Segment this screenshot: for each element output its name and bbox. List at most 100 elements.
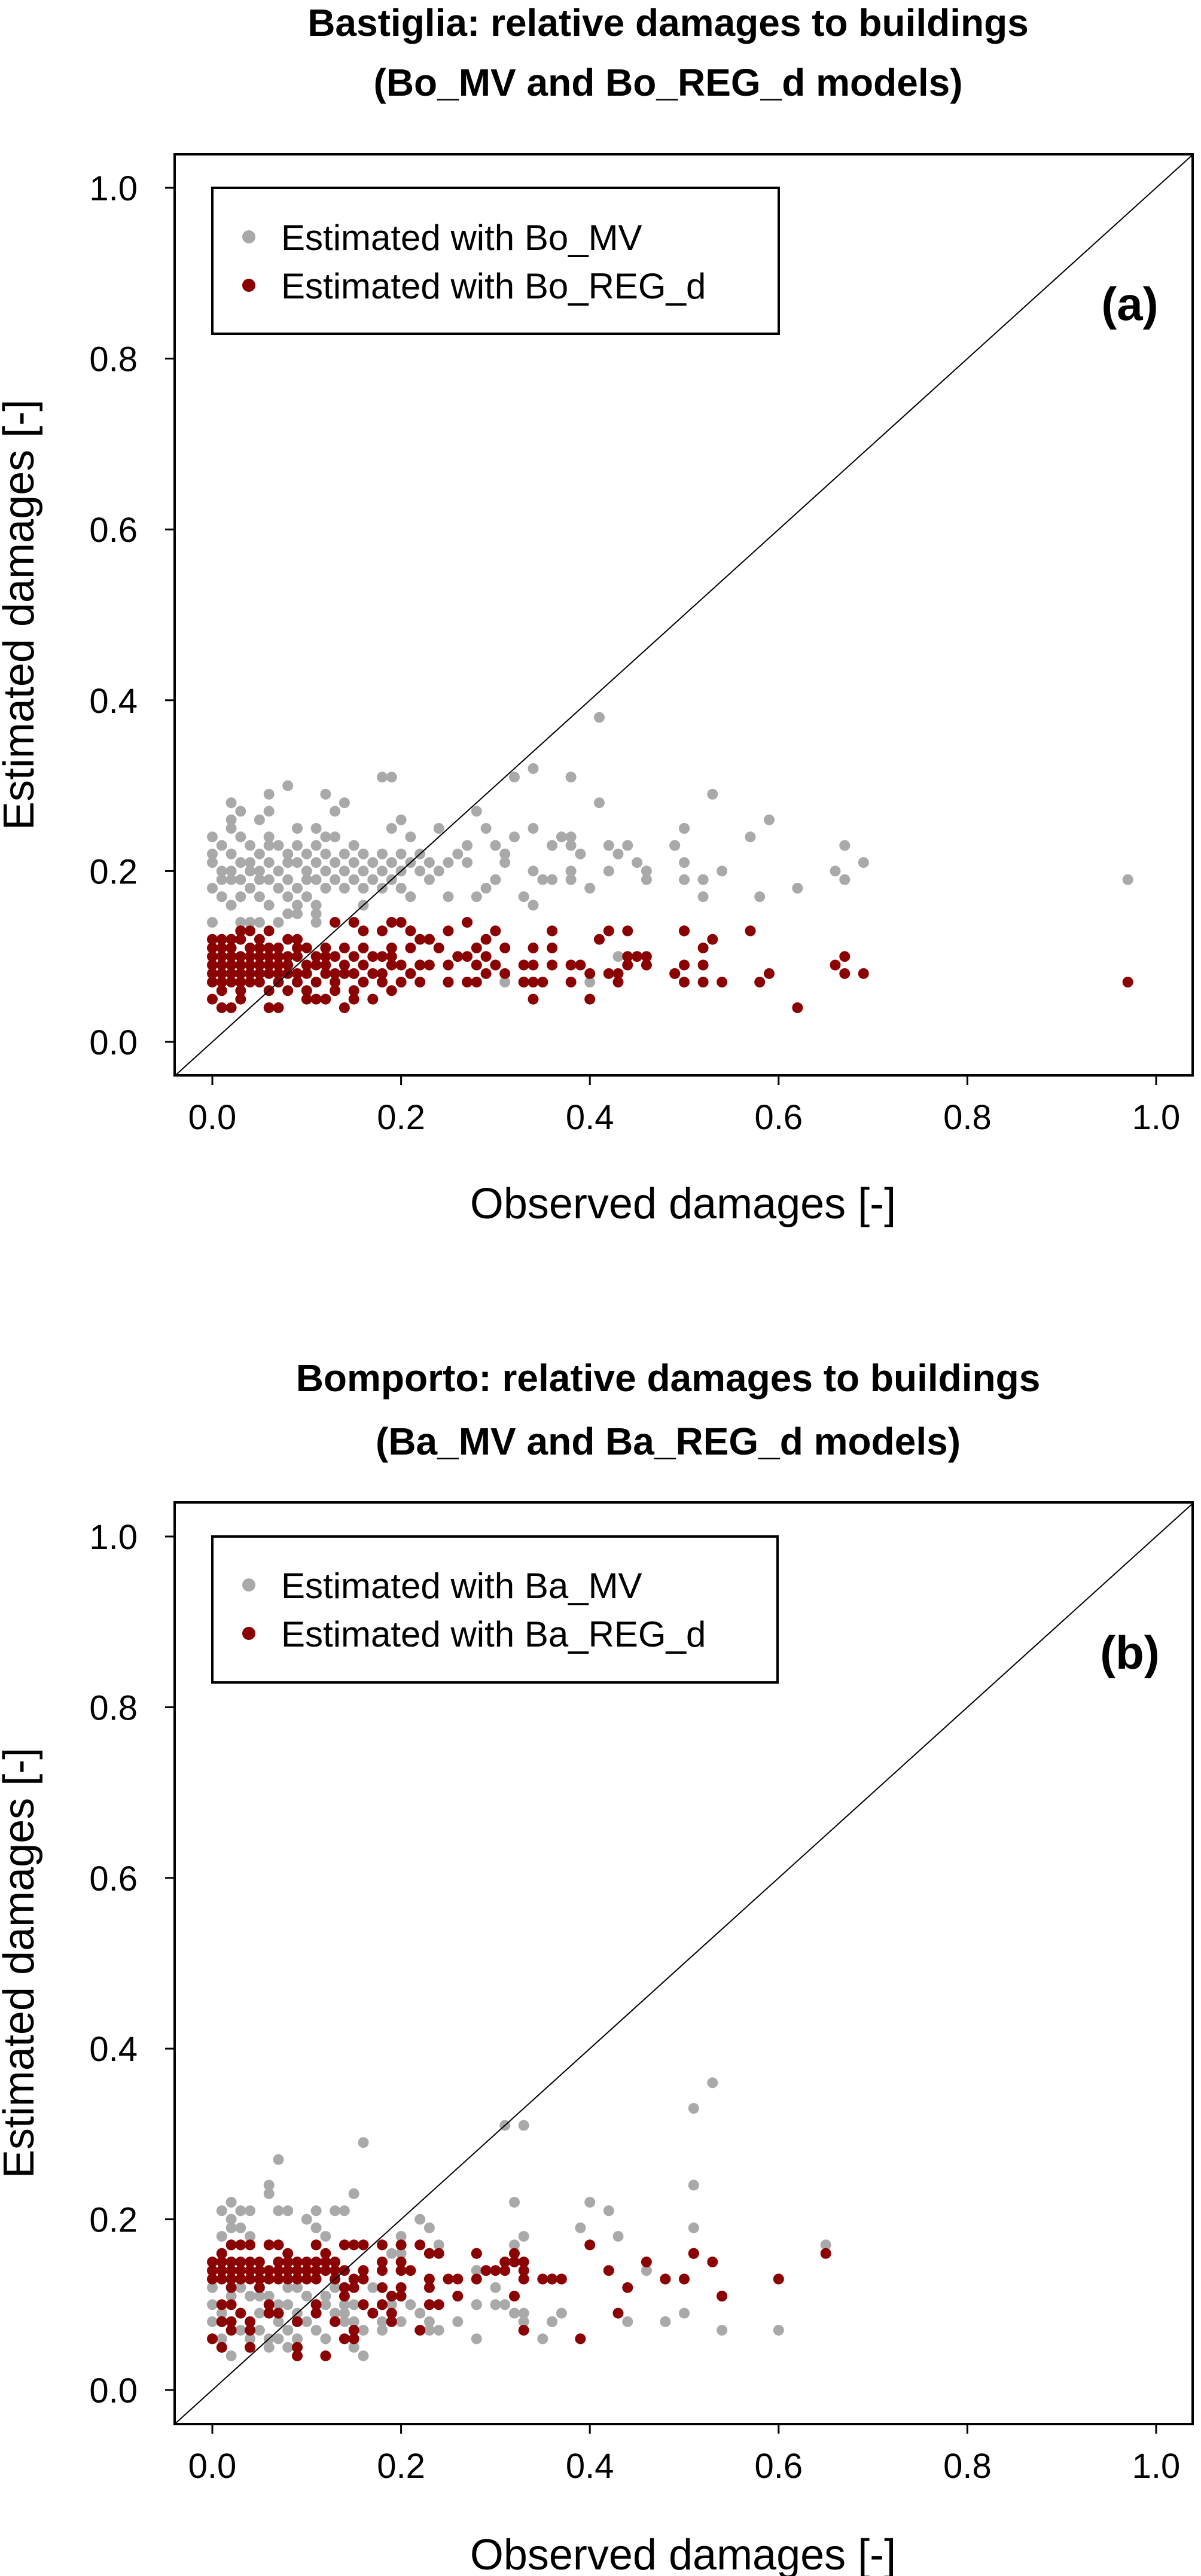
data-point-mv	[358, 2137, 369, 2148]
data-point-mv	[471, 806, 482, 817]
data-point-reg	[301, 942, 312, 953]
data-point-reg	[245, 2325, 256, 2336]
data-point-mv	[207, 2316, 218, 2327]
data-point-reg	[310, 959, 322, 971]
data-point-mv	[282, 891, 294, 903]
data-point-reg	[575, 2333, 586, 2345]
data-point-reg	[717, 977, 728, 987]
data-point-mv	[254, 874, 265, 885]
data-point-mv	[225, 848, 237, 859]
data-point-mv	[594, 797, 605, 809]
data-point-mv	[263, 2291, 275, 2301]
data-point-reg	[377, 2265, 388, 2276]
data-point-reg	[423, 959, 435, 971]
data-point-reg	[820, 2248, 831, 2259]
y-tick-label: 0.6	[89, 1859, 138, 1898]
data-point-mv	[263, 2342, 275, 2353]
y-axis: 0.0 0.2 0.4 0.6 0.8 1.0	[89, 169, 175, 1062]
data-point-reg	[764, 968, 775, 979]
x-tick-label: 0.8	[943, 1098, 992, 1137]
data-point-mv	[452, 848, 464, 859]
data-point-reg	[282, 2265, 294, 2276]
data-point-reg	[282, 985, 294, 996]
data-point-reg	[443, 977, 454, 987]
data-point-reg	[292, 951, 303, 962]
data-point-reg	[330, 917, 341, 928]
data-point-mv	[339, 848, 350, 859]
legend: Estimated with Ba_MV Estimated with Ba_R…	[211, 1535, 779, 1684]
data-point-reg	[225, 1002, 237, 1013]
data-point-reg	[423, 934, 435, 945]
data-point-reg	[358, 942, 369, 953]
data-point-reg	[254, 934, 265, 945]
data-point-reg	[330, 2316, 341, 2327]
data-point-reg	[565, 977, 577, 987]
data-point-mv	[348, 2188, 359, 2199]
data-point-reg	[310, 951, 322, 962]
data-point-mv	[839, 840, 851, 851]
x-axis: 0.0 0.2 0.4 0.6 0.8 1.0	[188, 2424, 1180, 2486]
data-point-reg	[292, 2350, 303, 2361]
data-point-mv	[565, 840, 577, 851]
data-point-mv	[225, 2197, 237, 2208]
data-point-mv	[499, 857, 511, 868]
data-point-mv	[443, 857, 454, 868]
data-point-mv	[386, 823, 397, 834]
data-point-reg	[292, 977, 303, 987]
chart-title-line-2: (Ba_MV and Ba_REG_d models)	[376, 1420, 961, 1463]
data-point-mv	[320, 2291, 331, 2301]
data-point-reg	[348, 2239, 359, 2251]
data-point-reg	[358, 2299, 369, 2310]
data-point-reg	[273, 2307, 284, 2319]
data-point-reg	[292, 2342, 303, 2353]
data-point-mv	[565, 831, 577, 843]
data-point-mv	[547, 840, 558, 851]
data-point-reg	[301, 2256, 312, 2267]
data-point-mv	[339, 883, 350, 894]
data-point-mv	[320, 2231, 331, 2242]
data-point-mv	[348, 857, 359, 868]
data-point-mv	[518, 2120, 529, 2131]
legend-marker-red	[242, 1627, 255, 1640]
data-point-reg	[292, 934, 303, 945]
data-point-reg	[273, 1002, 284, 1013]
data-point-mv	[584, 2197, 596, 2208]
data-point-reg	[414, 959, 426, 971]
y-tick-label: 0.4	[89, 2030, 138, 2069]
data-point-reg	[310, 2265, 322, 2276]
data-point-reg	[745, 925, 756, 937]
data-point-mv	[263, 900, 275, 911]
data-point-reg	[386, 917, 397, 928]
data-point-reg	[405, 942, 416, 953]
data-point-mv	[216, 2307, 227, 2319]
data-point-mv	[367, 874, 379, 885]
data-point-reg	[480, 968, 492, 979]
data-point-reg	[235, 2239, 246, 2251]
data-point-reg	[395, 2256, 407, 2267]
x-axis-label: Observed damages [-]	[470, 2531, 896, 2576]
data-point-mv	[225, 865, 237, 877]
data-point-mv	[367, 857, 379, 868]
data-point-reg	[282, 2248, 294, 2259]
data-point-mv	[292, 900, 303, 911]
data-point-mv	[263, 2188, 275, 2199]
data-point-reg	[339, 2291, 350, 2301]
data-point-reg	[245, 977, 256, 987]
data-point-reg	[565, 959, 577, 971]
data-point-reg	[310, 977, 322, 987]
data-point-reg	[254, 2273, 265, 2285]
data-point-mv	[414, 2214, 426, 2225]
data-point-mv	[301, 848, 312, 859]
data-point-reg	[386, 951, 397, 962]
data-point-reg	[207, 2256, 218, 2267]
data-point-reg	[839, 968, 851, 979]
data-point-reg	[235, 2256, 246, 2267]
data-point-reg	[490, 959, 501, 971]
data-point-mv	[528, 865, 539, 877]
data-point-reg	[254, 968, 265, 979]
data-point-reg	[423, 2248, 435, 2259]
data-point-reg	[245, 2256, 256, 2267]
data-point-reg	[348, 951, 359, 962]
data-point-mv	[697, 874, 709, 885]
